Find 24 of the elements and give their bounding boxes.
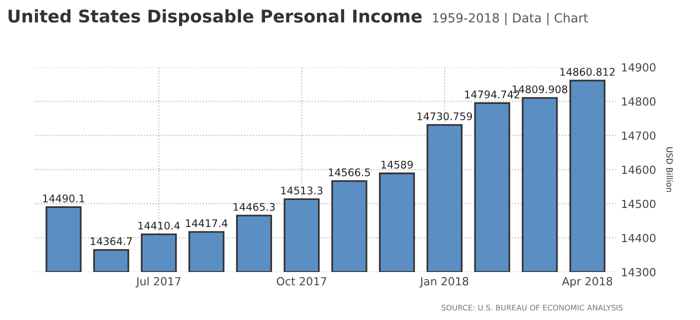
data-label: 14417.4 xyxy=(186,219,228,228)
data-label: 14490.1 xyxy=(43,194,84,202)
y-tick-label: 14900 xyxy=(622,63,656,72)
data-label: 14730.759 xyxy=(418,112,472,120)
data-label: 14566.5 xyxy=(328,168,370,176)
y-tick-label: 14400 xyxy=(622,234,656,242)
y-tick-label: 14500 xyxy=(622,200,656,208)
y-tick-label: 14300 xyxy=(622,268,656,276)
data-label: 14860.812 xyxy=(560,68,615,76)
data-label: 14364.7 xyxy=(90,237,132,246)
chart-subtitle: 1959-2018 | Data | Chart xyxy=(433,12,588,26)
y-axis-title: USD Billion xyxy=(666,147,673,192)
chart-title: United States Disposable Personal Income xyxy=(8,9,422,26)
data-label: 14410.4 xyxy=(138,222,180,230)
x-tick-label: Jul 2017 xyxy=(136,276,180,288)
x-tick-label: Apr 2018 xyxy=(562,277,612,288)
y-tick-label: 14700 xyxy=(622,131,656,140)
y-tick-label: 14600 xyxy=(622,166,656,174)
data-label: 14513.3 xyxy=(281,186,322,194)
x-tick-label: Oct 2017 xyxy=(276,277,326,286)
y-tick-label: 14800 xyxy=(622,97,656,106)
data-label: 14589 xyxy=(382,160,413,169)
x-tick-label: Jan 2018 xyxy=(420,277,468,288)
data-label: 14465.3 xyxy=(234,202,275,211)
